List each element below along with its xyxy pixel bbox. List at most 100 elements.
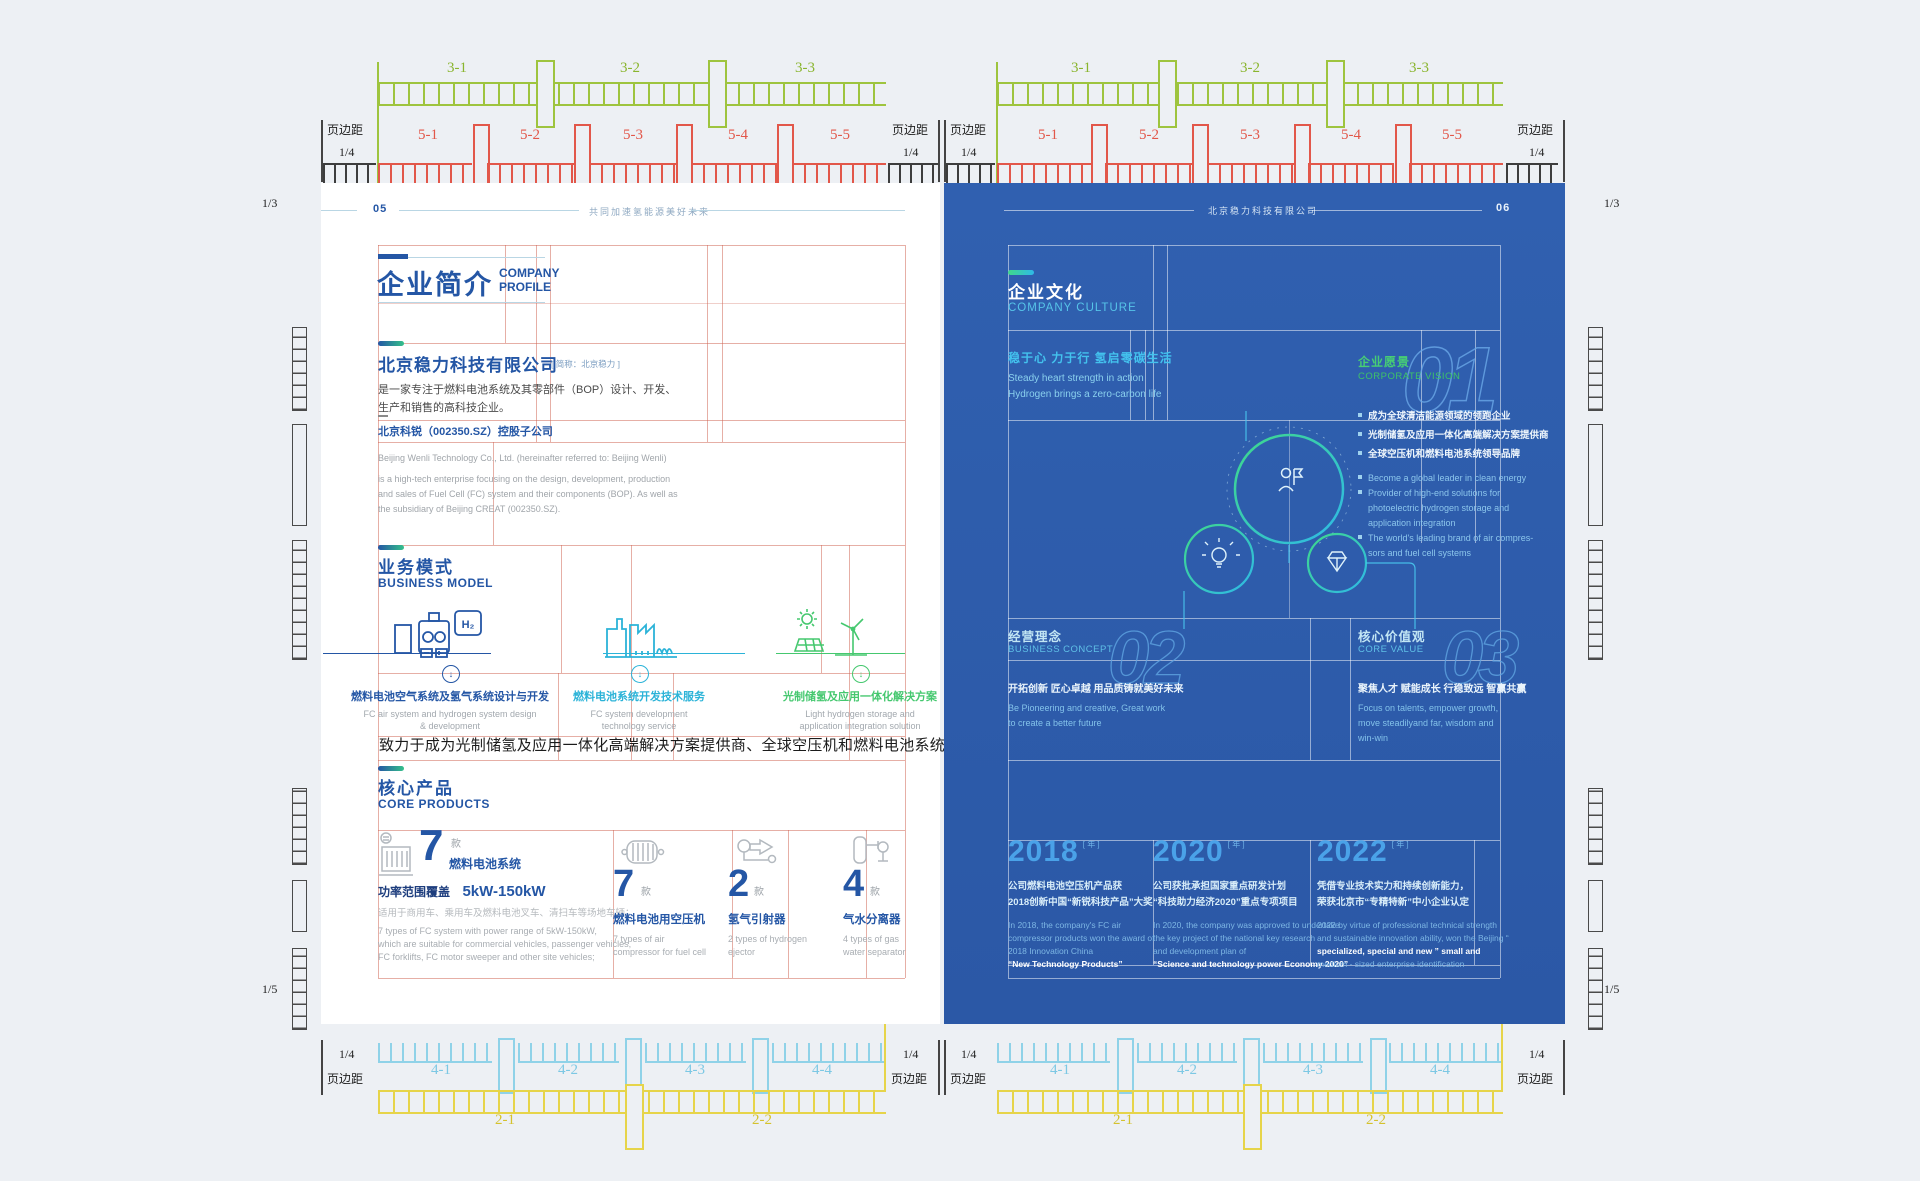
side-tick-strip bbox=[292, 948, 307, 1030]
red-tick-comb bbox=[792, 163, 886, 183]
mini-dash bbox=[378, 415, 388, 417]
title-rule-top bbox=[378, 257, 545, 258]
third-label: 1/3 bbox=[262, 196, 278, 210]
fuel-cell-icon: H₂ bbox=[394, 610, 482, 658]
margin-label: 页边距 bbox=[950, 1072, 987, 1086]
ruler-label: 5-4 bbox=[728, 127, 748, 143]
timeline-item-2020: 2020[ 年 ] 公司获批承担国家重点研发计划 “科技助力经济2020”重点专… bbox=[1153, 835, 1349, 969]
quarter-label: 1/4 bbox=[961, 145, 977, 159]
download-circle-icon: ↓ bbox=[852, 665, 870, 683]
culture-title-cn: 企业文化 bbox=[1008, 283, 1084, 302]
product-note-en: 7 types of FC system with power range of… bbox=[378, 926, 632, 962]
green-ruler-band bbox=[997, 82, 1503, 106]
power-label: 功率范围覆盖 bbox=[378, 885, 451, 899]
ejector-icon bbox=[737, 838, 777, 864]
green-edge-line bbox=[996, 62, 998, 183]
margin-label: 页边距 bbox=[891, 1072, 928, 1086]
green-ruler-band bbox=[378, 82, 886, 106]
margin-edge-line bbox=[1563, 120, 1565, 182]
timeline-item-2022: 2022[ 年 ] 凭借专业技术实力和持续创新能力， 荣获北京市“专精特新”中小… bbox=[1317, 835, 1509, 969]
concept-text-en: Be Pioneering and creative, Great work t… bbox=[1008, 703, 1166, 728]
cyan-separator bbox=[1370, 1038, 1387, 1094]
ruler-label: 4-4 bbox=[1430, 1062, 1450, 1078]
cyan-tick-comb bbox=[1263, 1043, 1363, 1063]
bm-title-cn: 业务模式 bbox=[378, 558, 454, 577]
vision-cn-list: 成为全球清洁能源领域的领跑企业 光制储氢及应用一体化高端解决方案提供商 全球空压… bbox=[1358, 407, 1549, 464]
quarter-label: 1/4 bbox=[339, 1047, 355, 1061]
brand-statement: 致力于成为光制储氢及应用一体化高端解决方案提供商、全球空压机和燃料电池系统产品领… bbox=[379, 738, 1053, 754]
chapter-title-en: COMPANY PROFILE bbox=[499, 266, 560, 294]
ruler-label: 2-1 bbox=[1113, 1112, 1133, 1128]
side-tick-strip bbox=[1588, 540, 1603, 660]
product-note-en: 2 types of hydrogen ejector bbox=[728, 934, 808, 957]
product-name: 燃料电池用空压机 bbox=[613, 914, 705, 926]
page-number: 06 bbox=[1496, 202, 1511, 214]
ruler-label: 4-3 bbox=[1303, 1062, 1323, 1078]
bm-item-3: 光制储氢及应用一体化解决方案 Light hydrogen storage an… bbox=[783, 691, 937, 731]
running-title: 共同加速氢能源美好未来 bbox=[589, 207, 711, 217]
green-edge-line bbox=[377, 62, 379, 183]
side-tick-strip bbox=[292, 540, 307, 660]
ruler-label: 5-5 bbox=[830, 127, 850, 143]
page-right: 北京稳力科技有限公司 06 企业文化 COMPANY CULTURE 稳于心 力… bbox=[944, 183, 1565, 1024]
quarter-label: 1/4 bbox=[339, 145, 355, 159]
side-strip bbox=[292, 880, 307, 932]
green-separator bbox=[1326, 60, 1345, 128]
vision-title-en: CORPORATE VISION bbox=[1358, 371, 1461, 382]
margin-tick-comb bbox=[946, 163, 995, 183]
side-tick-strip bbox=[292, 788, 307, 865]
ruler-label: 2-2 bbox=[1366, 1112, 1386, 1128]
company-name: 北京稳力科技有限公司 bbox=[378, 356, 558, 375]
company-short-name: [ 简称：北京稳力 ] bbox=[551, 359, 620, 369]
ruler-label: 3-1 bbox=[447, 60, 467, 76]
margin-tick-comb bbox=[1506, 163, 1558, 183]
page-number: 05 bbox=[373, 203, 388, 215]
header-rule bbox=[1312, 210, 1482, 211]
margin-label: 页边距 bbox=[892, 123, 929, 137]
product-note-en: 7 types of air compressor for fuel cell bbox=[613, 934, 707, 957]
red-tick-comb bbox=[997, 163, 1091, 183]
side-tick-strip bbox=[1588, 788, 1603, 865]
margin-label: 页边距 bbox=[327, 123, 364, 137]
product-name: 气水分离器 bbox=[843, 914, 901, 926]
outline-number-03: 03 bbox=[1441, 615, 1524, 699]
ruler-label: 3-2 bbox=[620, 60, 640, 76]
margin-edge-line bbox=[938, 120, 940, 182]
margin-edge-line bbox=[1563, 1040, 1565, 1095]
separator-icon bbox=[853, 836, 889, 864]
subsidiary-line: 北京科锐（002350.SZ）控股子公司 bbox=[378, 426, 553, 438]
slogan-en: Steady heart strength in action Hydrogen… bbox=[1008, 373, 1162, 400]
product-count: 4 bbox=[843, 863, 865, 905]
ruler-label: 5-3 bbox=[1240, 127, 1260, 143]
ruler-label: 4-3 bbox=[685, 1062, 705, 1078]
ruler-label: 5-2 bbox=[1139, 127, 1159, 143]
product-note-cn: 适用于商用车、乘用车及燃料电池叉车、清扫车等场地车辆； bbox=[378, 908, 635, 919]
ruler-label: 5-4 bbox=[1341, 127, 1361, 143]
fifth-label: 1/5 bbox=[1604, 982, 1620, 996]
h2-label: H₂ bbox=[462, 619, 475, 631]
ruler-label: 3-1 bbox=[1071, 60, 1091, 76]
product-note-en: 4 types of gas water separator bbox=[843, 934, 906, 957]
red-tick-comb bbox=[589, 163, 676, 183]
header-rule bbox=[399, 210, 579, 211]
ruler-label: 5-5 bbox=[1442, 127, 1462, 143]
bulb-icon bbox=[1202, 538, 1240, 568]
fc-system-icon bbox=[379, 832, 413, 876]
margin-label: 页边距 bbox=[1517, 1072, 1554, 1086]
red-tick-comb bbox=[378, 163, 472, 183]
ruler-label: 4-1 bbox=[431, 1062, 451, 1078]
cyan-tick-comb bbox=[1137, 1043, 1237, 1063]
product-unit: 款 bbox=[870, 887, 880, 898]
margin-edge-line bbox=[944, 120, 946, 182]
product-unit: 款 bbox=[754, 887, 764, 898]
diamond-icon bbox=[1326, 551, 1348, 573]
cyan-separator bbox=[498, 1038, 515, 1094]
product-count: 7 bbox=[419, 821, 444, 870]
quarter-label: 1/4 bbox=[903, 1047, 919, 1061]
culture-title-en: COMPANY CULTURE bbox=[1008, 302, 1137, 314]
yellow-separator bbox=[625, 1084, 644, 1150]
concept-text-cn: 开拓创新 匠心卓越 用品质铸就美好未来 bbox=[1008, 684, 1184, 695]
fifth-label: 1/5 bbox=[262, 982, 278, 996]
ruler-label: 5-1 bbox=[418, 127, 438, 143]
